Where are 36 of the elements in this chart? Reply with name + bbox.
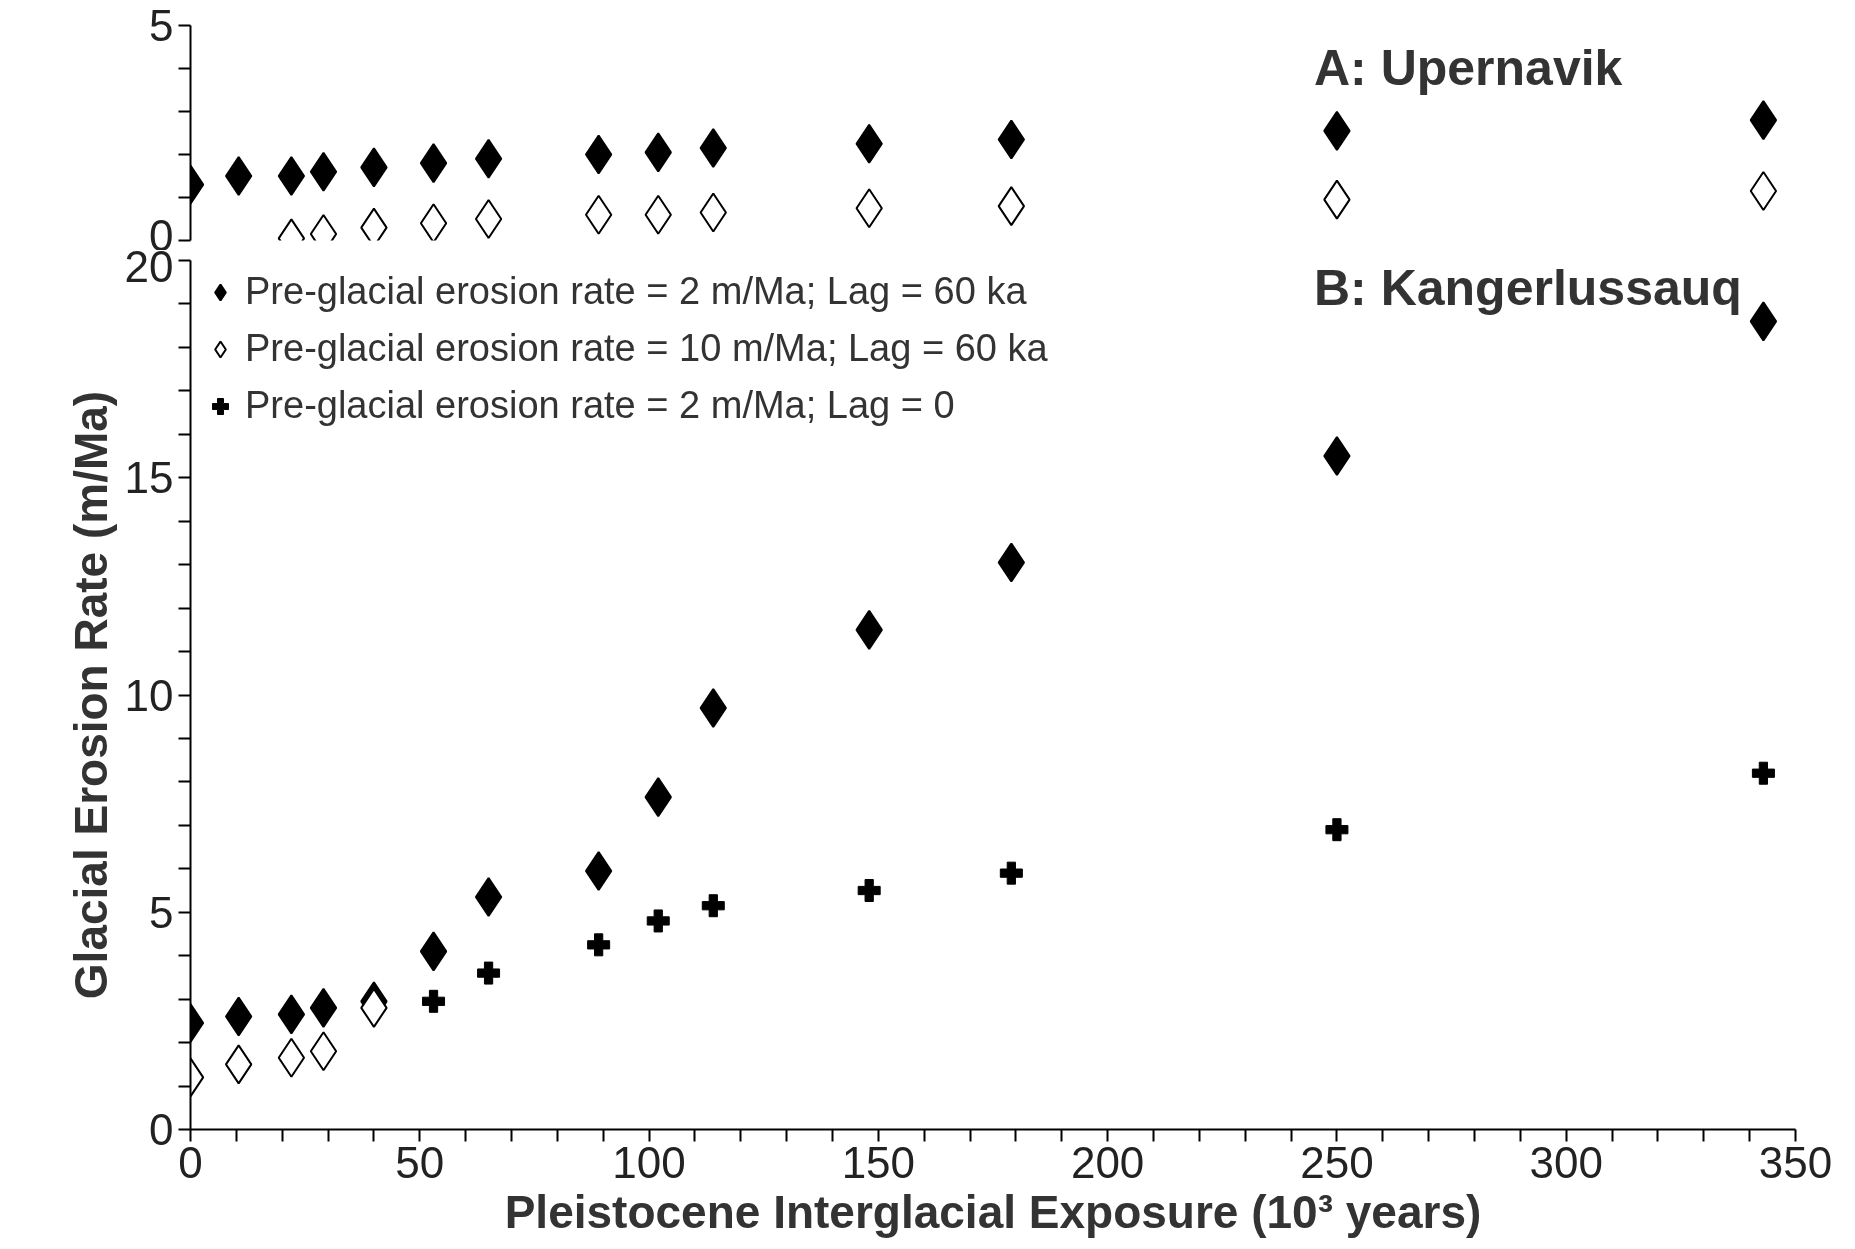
point — [309, 987, 338, 1028]
point — [422, 989, 446, 1013]
point — [277, 994, 306, 1035]
chart-title: B: Kangerlussauq — [1314, 259, 1742, 316]
x-axis-title: Pleistocene Interglacial Exposure (10³ years) — [504, 1185, 1482, 1238]
point — [584, 850, 613, 891]
point — [997, 542, 1026, 583]
x-tick-label: 50 — [395, 1137, 445, 1187]
point — [587, 933, 611, 957]
x-tick-label: 200 — [1070, 1137, 1145, 1187]
point — [646, 909, 670, 933]
point — [419, 931, 448, 972]
chart-title: A: Upernavik — [1314, 39, 1623, 96]
point — [1325, 818, 1349, 842]
legend-label: Pre-glacial erosion rate = 2 m/Ma; Lag = 60 ka — [245, 270, 1027, 313]
x-tick-label: 150 — [841, 1137, 916, 1187]
point — [1751, 761, 1775, 785]
point — [474, 877, 503, 918]
y-tick-label: 15 — [124, 453, 174, 503]
y-axis-title: Glacial Erosion Rate (m/Ma) — [64, 390, 117, 1000]
point — [1749, 301, 1778, 342]
point — [701, 894, 725, 918]
x-tick-label: 250 — [1300, 1137, 1374, 1187]
x-tick-label: 100 — [612, 1137, 686, 1187]
y-tick-label: 10 — [124, 670, 174, 720]
x-tick-label: 350 — [1758, 1137, 1833, 1187]
point — [999, 861, 1023, 885]
legend-label: Pre-glacial erosion rate = 2 m/Ma; Lag = 0 — [245, 384, 955, 427]
point — [857, 879, 881, 903]
y-tick-label: 5 — [149, 887, 174, 937]
x-tick-label: 300 — [1529, 1137, 1603, 1187]
point — [477, 961, 501, 985]
y-tick-label: 5 — [149, 1, 174, 50]
y-tick-label: 0 — [149, 1105, 174, 1154]
point — [224, 996, 253, 1037]
legend-label: Pre-glacial erosion rate = 10 m/Ma; Lag = 60 ka — [245, 327, 1048, 370]
